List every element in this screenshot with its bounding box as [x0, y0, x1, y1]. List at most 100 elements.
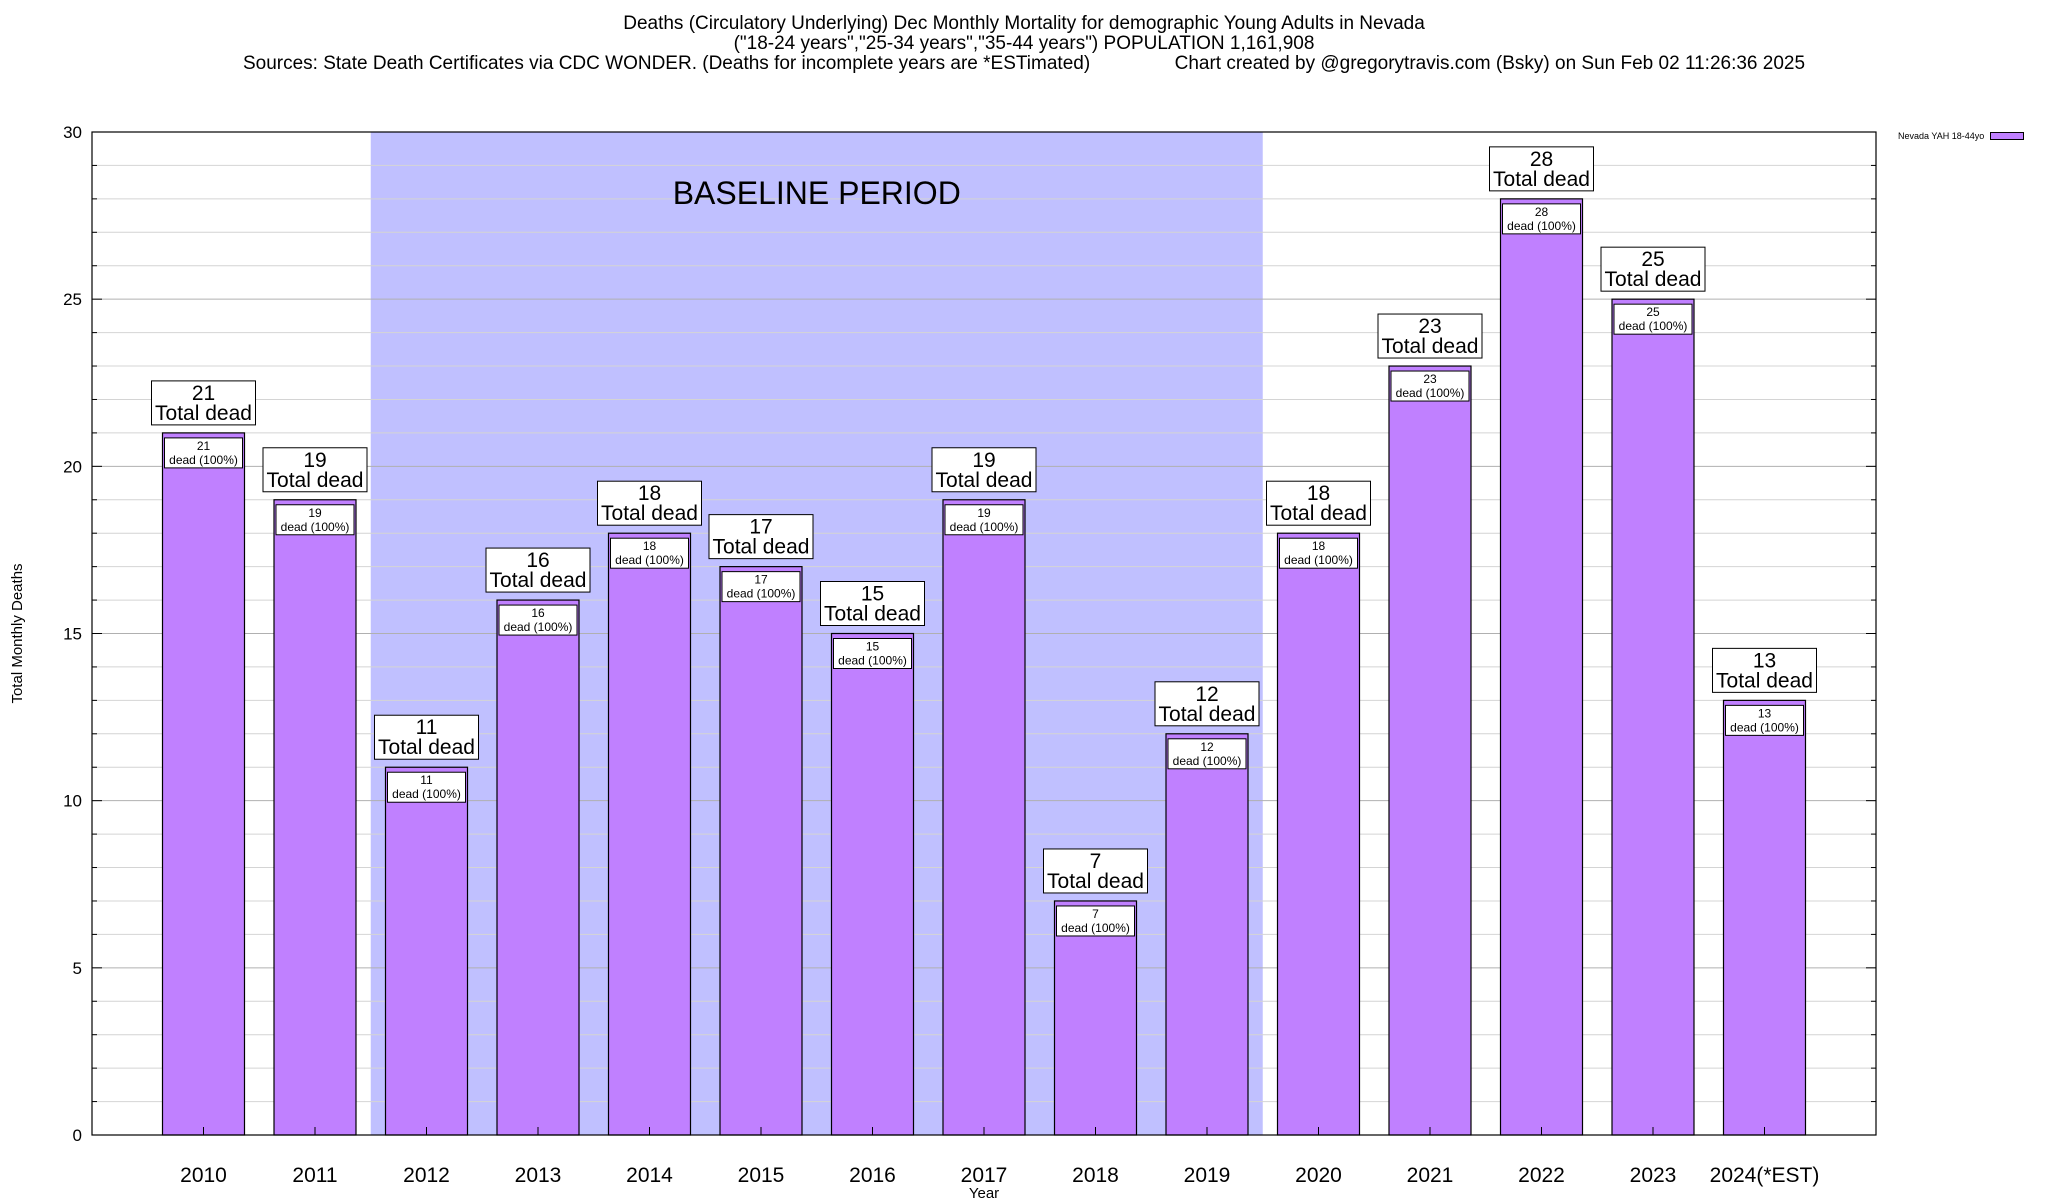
inner-percent-label: dead (100%): [727, 587, 796, 601]
total-dead-label: Total dead: [1493, 168, 1590, 191]
bar: [1611, 298, 1695, 1136]
y-tick-label: 20: [63, 457, 82, 476]
total-value-label: 17: [749, 516, 772, 539]
bar: [1388, 365, 1472, 1136]
x-tick-label: 2024(*EST): [1710, 1164, 1820, 1187]
inner-value-label: 16: [531, 606, 545, 620]
total-value-label: 28: [1530, 148, 1553, 171]
total-value-label: 18: [1307, 482, 1330, 505]
total-label-box: [151, 380, 256, 426]
total-value-label: 18: [638, 482, 661, 505]
total-dead-label: Total dead: [1047, 870, 1144, 893]
inner-value-label: 19: [308, 506, 322, 520]
inner-percent-label: dead (100%): [169, 453, 238, 467]
x-tick-label: 2016: [849, 1164, 896, 1187]
total-label-box: [820, 581, 925, 626]
inner-percent-label: dead (100%): [1619, 319, 1688, 333]
inner-label-box: [275, 504, 355, 536]
total-value-label: 15: [861, 583, 884, 606]
x-tick-label: 2017: [961, 1164, 1008, 1187]
inner-percent-label: dead (100%): [392, 787, 461, 801]
inner-percent-label: dead (100%): [1396, 386, 1465, 400]
bar: [273, 499, 357, 1136]
total-label-box: [485, 547, 591, 593]
bar: [384, 766, 469, 1136]
x-tick-label: 2020: [1295, 1164, 1342, 1187]
total-dead-label: Total dead: [378, 736, 475, 759]
y-axis-label: Total Monthly Deaths: [9, 563, 26, 703]
plot-frame: [91, 131, 1877, 1136]
total-value-label: 7: [1090, 850, 1102, 873]
inner-value-label: 19: [977, 506, 991, 520]
inner-label-box: [1725, 704, 1804, 736]
bar: [942, 499, 1026, 1136]
total-label-box: [1266, 480, 1371, 526]
total-value-label: 19: [972, 449, 995, 472]
bar: [1053, 900, 1138, 1136]
inner-value-label: 17: [754, 573, 768, 587]
chart-titles: Deaths (Circulatory Underlying) Dec Mont…: [0, 14, 2048, 74]
y-tick-label: 10: [63, 792, 82, 811]
total-dead-label: Total dead: [490, 569, 587, 592]
baseline-label: BASELINE PERIOD: [673, 175, 961, 211]
inner-percent-label: dead (100%): [950, 520, 1019, 534]
inner-value-label: 13: [1758, 706, 1772, 720]
total-label-box: [931, 447, 1037, 493]
inner-percent-label: dead (100%): [504, 620, 573, 634]
bar: [1722, 699, 1807, 1136]
inner-percent-label: dead (100%): [1173, 754, 1242, 768]
x-tick-label: 2013: [515, 1164, 562, 1187]
inner-label-box: [833, 638, 912, 669]
total-dead-label: Total dead: [1716, 669, 1813, 692]
chart-source-line: Sources: State Death Certificates via CD…: [242, 53, 1806, 74]
inner-label-box: [1390, 370, 1470, 402]
inner-value-label: 18: [643, 539, 657, 553]
y-tick-label: 30: [63, 123, 82, 142]
total-value-label: 23: [1418, 315, 1441, 338]
total-label-box: [1600, 246, 1706, 292]
bar: [607, 532, 692, 1136]
inner-label-box: [498, 604, 578, 636]
x-tick-label: 2011: [292, 1164, 337, 1187]
inner-value-label: 21: [197, 439, 211, 453]
inner-label-box: [1613, 303, 1693, 335]
inner-label-box: [1056, 905, 1135, 937]
inner-label-box: [164, 437, 243, 469]
legend: Nevada YAH 18-44yo: [1898, 131, 2025, 141]
inner-percent-label: dead (100%): [838, 654, 907, 668]
inner-label-box: [1167, 738, 1247, 770]
x-axis-label: Year: [969, 1185, 999, 1200]
total-value-label: 19: [303, 449, 326, 472]
total-label-box: [1377, 313, 1483, 359]
inner-value-label: 25: [1646, 305, 1660, 319]
inner-percent-label: dead (100%): [1507, 219, 1576, 233]
total-label-box: [708, 514, 814, 560]
x-tick-label: 2022: [1518, 1164, 1565, 1187]
inner-percent-label: dead (100%): [281, 520, 350, 534]
total-value-label: 21: [192, 382, 215, 405]
total-value-label: 13: [1753, 649, 1776, 672]
bar: [1276, 532, 1361, 1136]
bar: [1499, 198, 1584, 1136]
legend-label: Nevada YAH 18-44yo: [1898, 131, 1985, 141]
total-dead-label: Total dead: [713, 536, 810, 559]
total-dead-label: Total dead: [155, 402, 252, 425]
inner-value-label: 18: [1312, 539, 1326, 553]
total-dead-label: Total dead: [1159, 703, 1256, 726]
total-label-box: [1154, 681, 1260, 727]
inner-label-box: [387, 771, 466, 803]
total-dead-label: Total dead: [936, 469, 1033, 492]
total-value-label: 25: [1641, 248, 1664, 271]
total-dead-label: Total dead: [601, 502, 698, 525]
x-tick-label: 2015: [738, 1164, 785, 1187]
inner-label-box: [610, 537, 689, 569]
y-tick-label: 25: [63, 290, 82, 309]
inner-value-label: 15: [866, 640, 880, 654]
legend-swatch: [1990, 132, 2025, 140]
total-dead-label: Total dead: [267, 469, 364, 492]
y-tick-label: 5: [73, 959, 82, 978]
bar: [830, 632, 915, 1136]
chart-title: Deaths (Circulatory Underlying) Dec Mont…: [623, 13, 1425, 34]
y-tick-label: 15: [63, 625, 82, 644]
